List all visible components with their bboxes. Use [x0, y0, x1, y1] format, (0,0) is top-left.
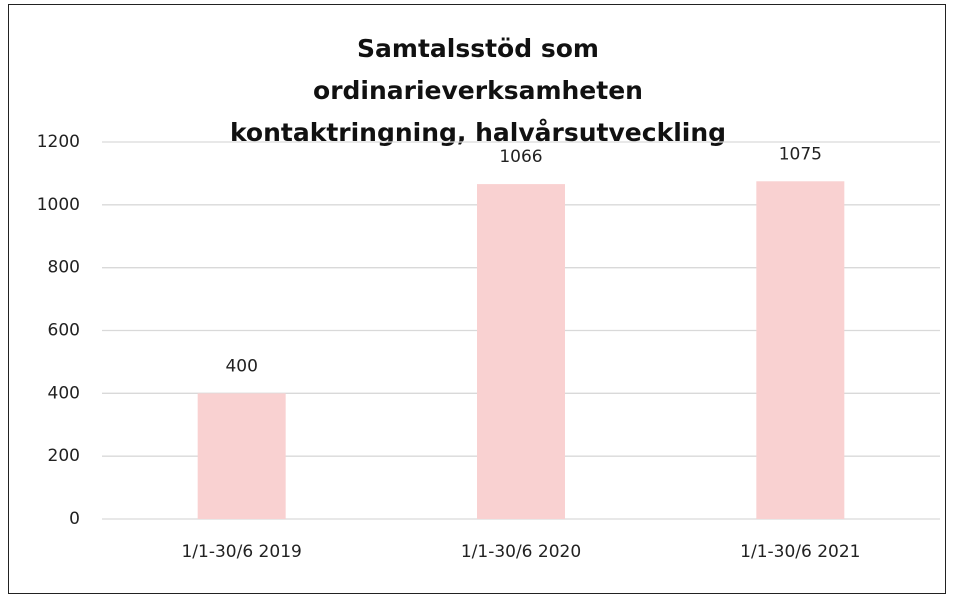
y-tick-label: 600 — [48, 321, 80, 341]
data-label: 1066 — [499, 147, 542, 167]
y-tick-label: 1200 — [37, 132, 80, 152]
data-label: 400 — [225, 356, 257, 376]
x-tick-label: 1/1-30/6 2020 — [461, 542, 581, 562]
y-tick-label: 800 — [48, 258, 80, 278]
bar — [756, 181, 845, 520]
y-tick-label: 200 — [48, 446, 80, 466]
y-tick-label: 0 — [69, 509, 80, 529]
bar — [477, 184, 565, 519]
data-label: 1075 — [779, 144, 822, 164]
chart: 0 200 400 600 800 1000 1200 1/1-30/6 2019 400 1/1… — [37, 132, 940, 562]
x-tick-label: 1/1-30/6 2021 — [740, 542, 860, 562]
y-tick-label: 1000 — [37, 195, 80, 215]
x-tick-label: 1/1-30/6 2019 — [181, 542, 301, 562]
page: Samtalsstöd som ordinarieverksamheten ko… — [8, 4, 946, 594]
y-tick-label: 400 — [48, 383, 80, 403]
bar — [197, 393, 286, 519]
